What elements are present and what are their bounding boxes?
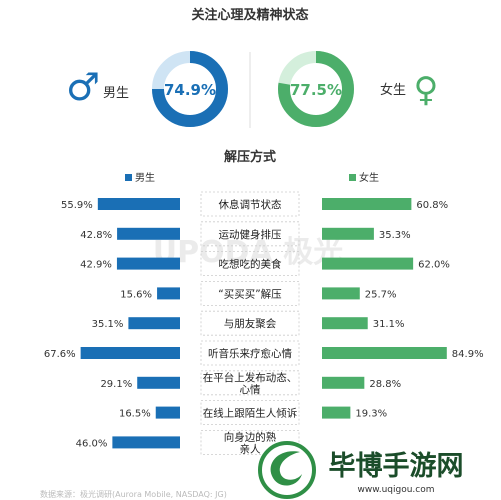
male-section: ♂ 男生 74.9% (66, 51, 228, 127)
category-box (200, 280, 300, 306)
bar-chart: 55.9% 休息调节状态 60.8% 42.8% 运动健身排压 35.3% 42.9% 吃想吃… (44, 191, 484, 455)
female-symbol-icon: ♀ (414, 70, 439, 110)
male-bar (137, 376, 180, 389)
male-bar (116, 257, 180, 270)
male-value-label: 42.9% (80, 260, 112, 271)
legend-male-swatch (125, 174, 132, 181)
female-bar (322, 198, 412, 210)
category-box (200, 429, 300, 455)
male-bar (117, 227, 180, 240)
category-label: 在平台上发布动态、 (203, 371, 298, 384)
source-note: 数据来源：极光调研(Aurora Mobile, NASDAQ: JG) (40, 489, 227, 499)
female-bar (322, 227, 374, 240)
brand-logo: 毕博手游网 www.uqigou.com (258, 441, 464, 499)
category-box (200, 191, 300, 217)
female-bar (322, 317, 368, 330)
legend-male-label: 男生 (135, 171, 155, 184)
category-label: 向身边的熟 (224, 430, 277, 443)
category-box (200, 310, 300, 336)
category-label: “买买买”解压 (218, 287, 282, 300)
male-value-label: 16.5% (119, 409, 151, 420)
male-label: 男生 (103, 86, 129, 101)
male-value-label: 29.1% (100, 379, 132, 390)
female-bar (322, 406, 351, 419)
female-percent: 77.5% (290, 81, 342, 99)
female-bar (322, 376, 365, 389)
female-value-label: 60.8% (416, 200, 448, 211)
male-symbol-icon: ♂ (66, 65, 100, 109)
category-label: 与朋友聚会 (224, 317, 277, 330)
female-value-label: 35.3% (379, 230, 411, 241)
female-label: 女生 (380, 82, 406, 98)
legend-female-swatch (349, 174, 356, 181)
male-bar (128, 317, 180, 330)
female-value-label: 25.7% (365, 289, 397, 300)
brand-logo-ring (258, 441, 316, 499)
category-label: 心情 (240, 383, 261, 396)
category-label: 在线上跟陌生人倾诉 (203, 407, 298, 420)
brand-name: 毕博手游网 (329, 450, 464, 482)
category-label: 听音乐来疗愈心情 (208, 347, 292, 360)
chart-title: 解压方式 (223, 149, 276, 165)
male-ring-progress (152, 51, 228, 127)
legend-female: 女生 (349, 171, 379, 184)
male-value-label: 55.9% (61, 200, 93, 211)
legend-female-label: 女生 (359, 171, 379, 184)
female-value-label: 28.8% (369, 379, 401, 390)
female-value-label: 62.0% (418, 260, 450, 271)
male-percent: 74.9% (164, 81, 216, 99)
brand-url: www.uqigou.com (357, 485, 434, 495)
male-bar (155, 406, 180, 419)
brand-logo-icon (270, 451, 302, 486)
female-ring-progress (278, 51, 354, 127)
male-value-label: 67.6% (44, 349, 76, 360)
category-box (200, 340, 300, 366)
category-label: 休息调节状态 (219, 198, 282, 211)
male-value-label: 46.0% (76, 438, 108, 449)
legend-male: 男生 (125, 171, 155, 184)
category-box (200, 251, 300, 277)
female-value-label: 84.9% (452, 349, 484, 360)
male-value-label: 35.1% (92, 319, 124, 330)
male-bar (97, 198, 180, 210)
category-label: 运动健身排压 (219, 228, 282, 241)
category-box (200, 221, 300, 247)
female-bar (322, 347, 447, 359)
category-label: 亲人 (240, 442, 261, 455)
watermark-logo: UPODA 极光 (153, 235, 343, 270)
female-section: 77.5% 女生 ♀ (278, 51, 439, 127)
female-bar (322, 287, 360, 300)
page-title: 关注心理及精神状态 (191, 7, 308, 23)
male-value-label: 15.6% (120, 289, 152, 300)
male-value-label: 42.8% (80, 230, 112, 241)
female-value-label: 19.3% (355, 409, 387, 420)
category-box (200, 370, 300, 396)
male-bar (157, 287, 180, 300)
male-bar (80, 347, 180, 359)
female-bar (322, 257, 414, 270)
category-label: 吃想吃的美食 (219, 258, 282, 271)
male-bar (112, 436, 180, 449)
category-box (200, 400, 300, 426)
female-value-label: 31.1% (373, 319, 405, 330)
